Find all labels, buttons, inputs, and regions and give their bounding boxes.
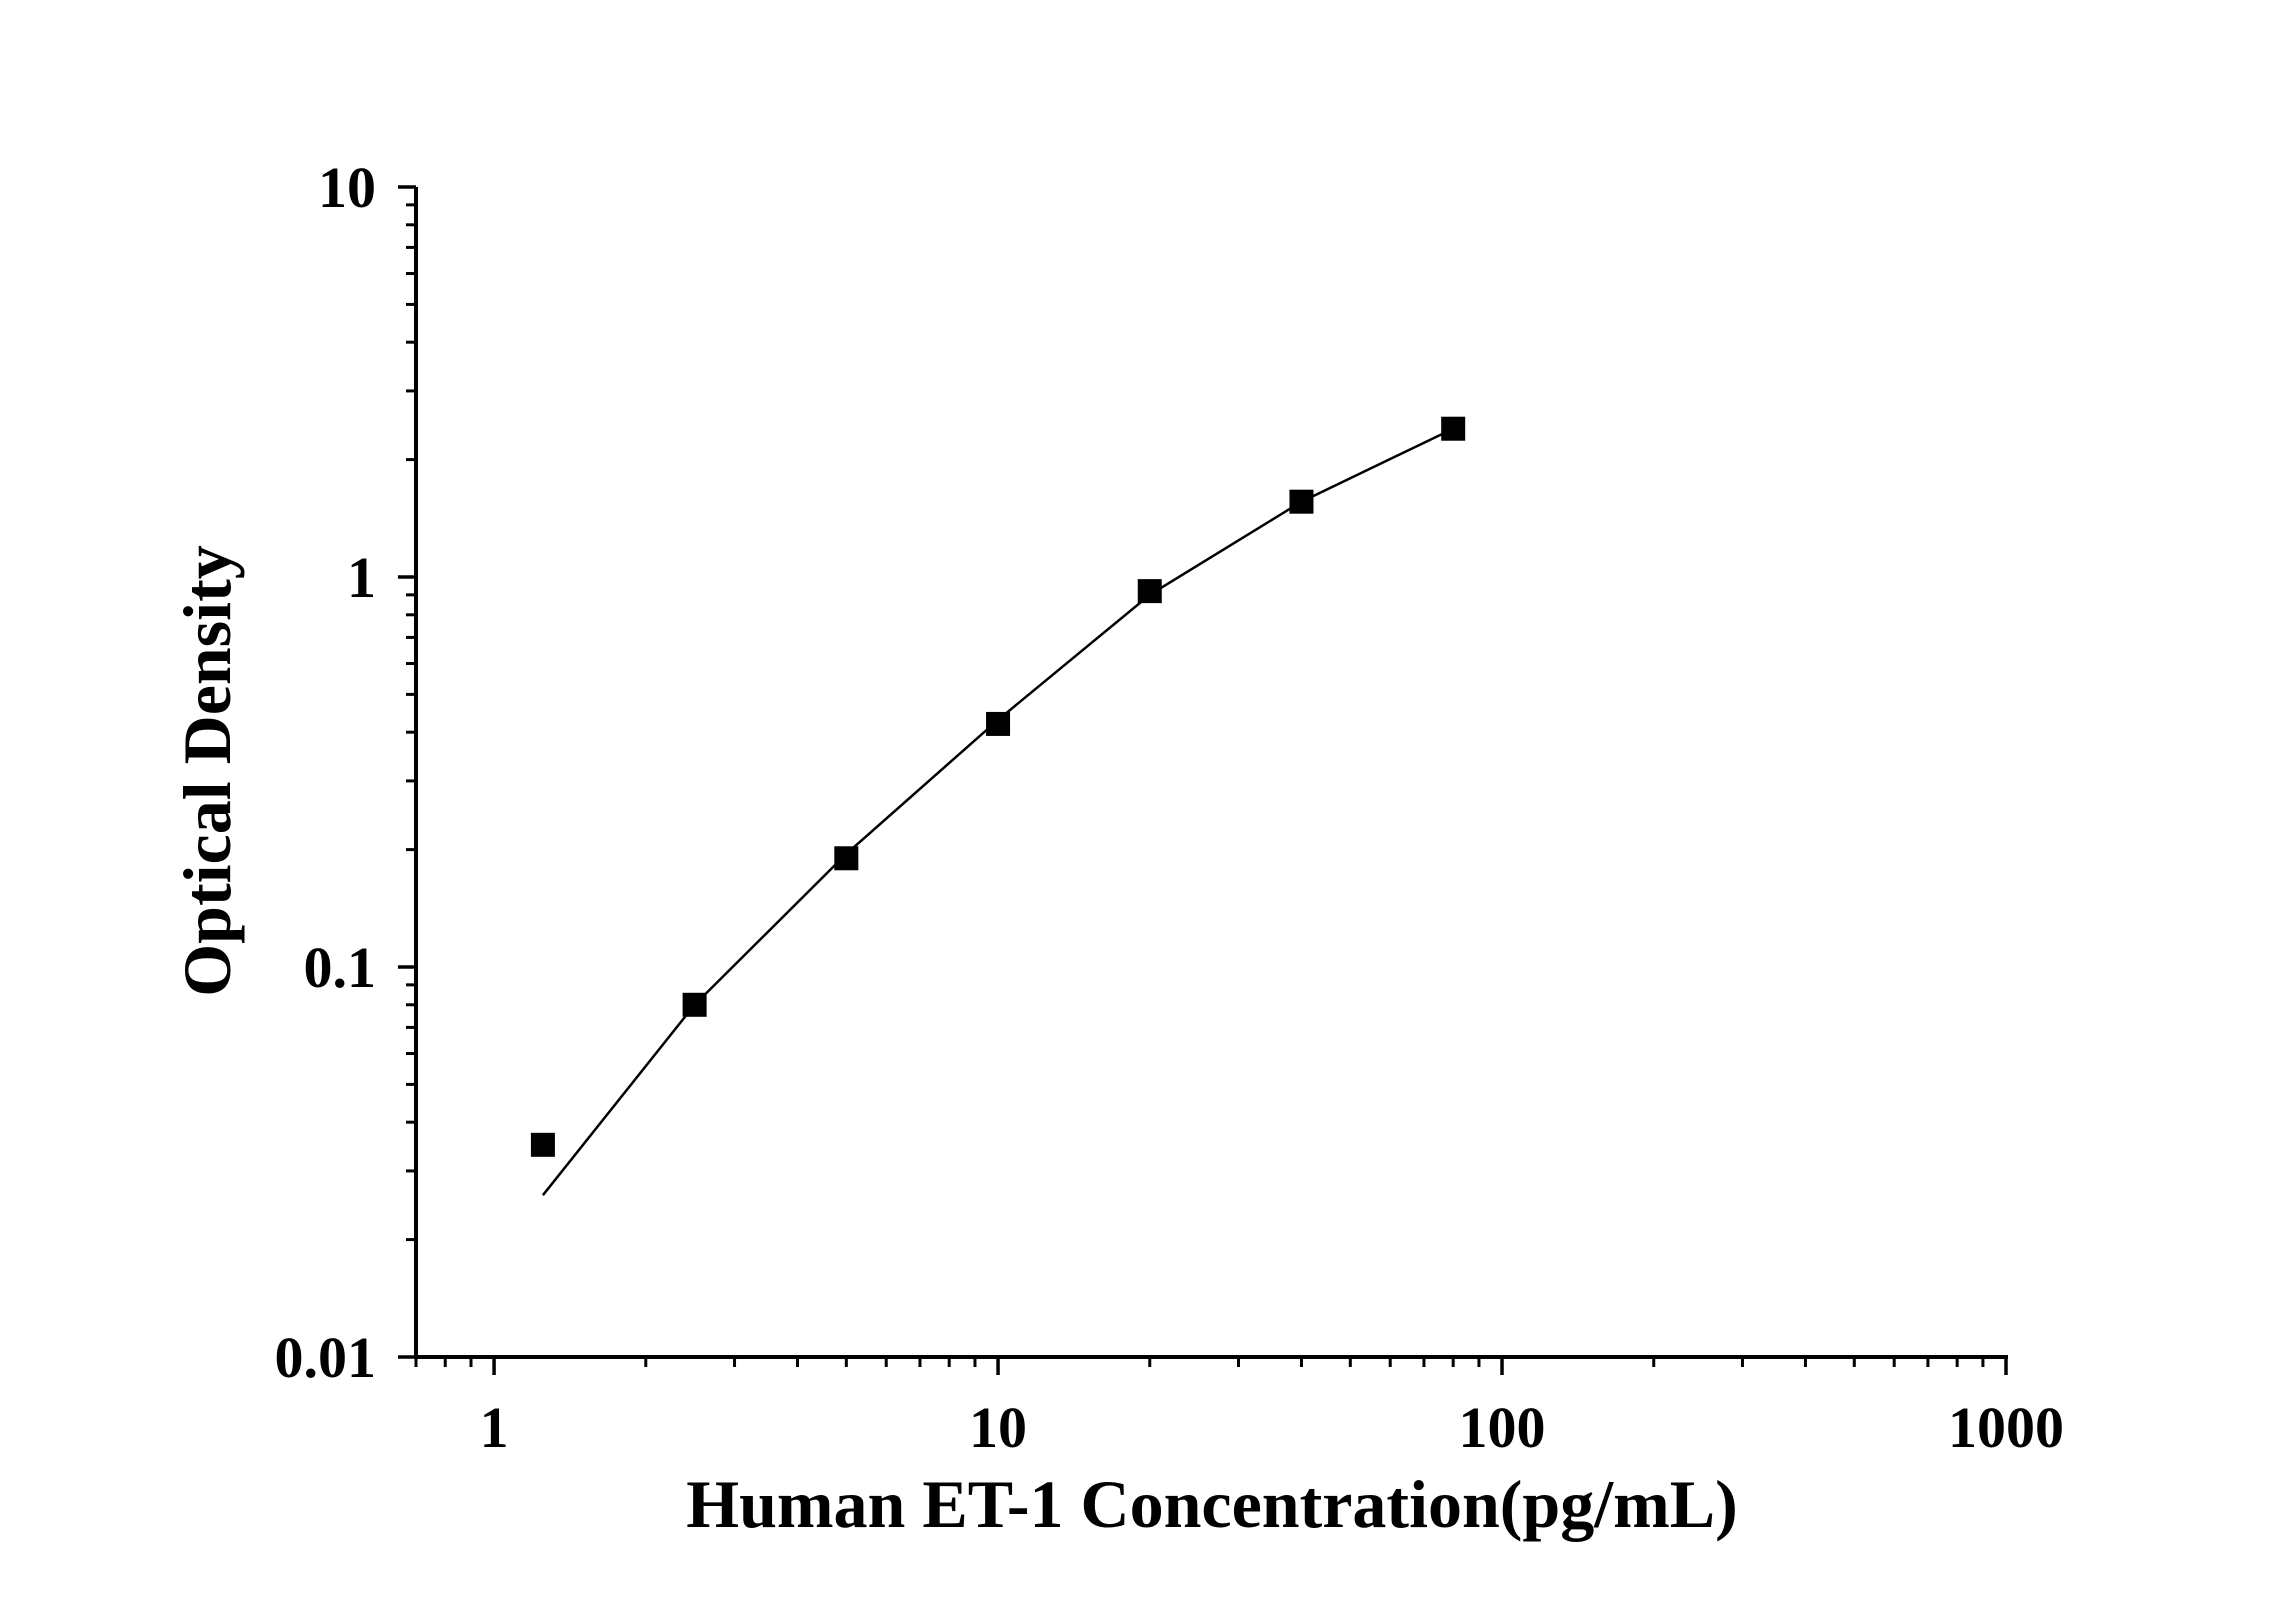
x-tick-label: 1000 <box>1948 1395 2064 1460</box>
y-axis-title: Optical Density <box>169 545 245 996</box>
data-point <box>1137 579 1162 604</box>
data-point <box>1441 416 1466 441</box>
major-ticks <box>398 185 2008 1375</box>
x-tick-label: 1 <box>480 1395 509 1460</box>
y-tick-label: 0.01 <box>275 1325 377 1390</box>
data-point <box>530 1132 555 1157</box>
minor-ticks <box>406 203 1985 1367</box>
y-tick-label: 10 <box>318 155 376 220</box>
x-axis-title: Human ET-1 Concentration(pg/mL) <box>686 1466 1738 1542</box>
data-point <box>834 846 859 871</box>
y-tick-label: 1 <box>347 545 376 610</box>
data-markers <box>530 416 1466 1157</box>
data-point <box>1289 489 1314 514</box>
x-tick-label: 10 <box>969 1395 1027 1460</box>
tick-labels: 1 10 100 1000 0.01 0.1 1 10 <box>275 155 2065 1460</box>
data-point <box>986 711 1011 736</box>
data-point <box>682 992 707 1017</box>
fit-line <box>541 427 1454 1196</box>
y-tick-label: 0.1 <box>304 935 377 1000</box>
x-tick-label: 100 <box>1459 1395 1546 1460</box>
